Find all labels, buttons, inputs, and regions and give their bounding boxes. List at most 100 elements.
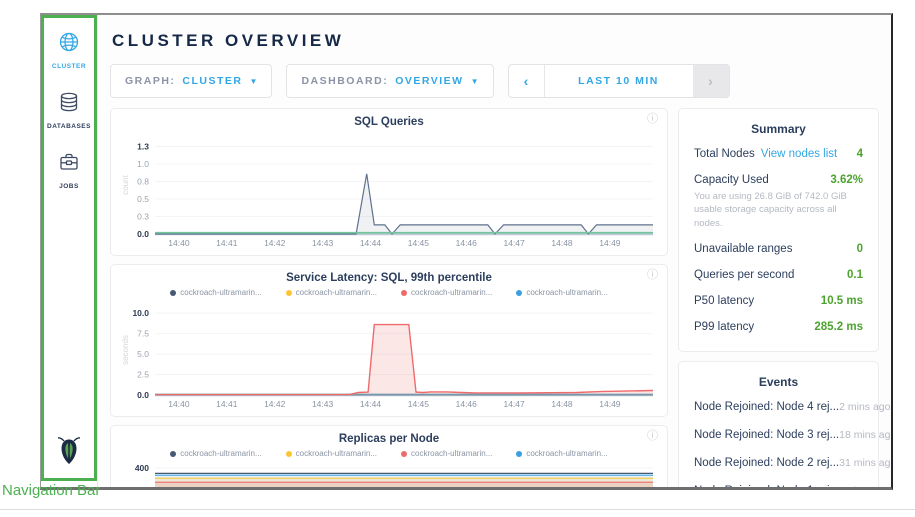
legend-label: cockroach-ultramarin... — [180, 449, 261, 458]
svg-text:14:43: 14:43 — [312, 399, 334, 409]
time-prev-button[interactable]: ‹ — [509, 65, 545, 97]
legend-dot — [516, 290, 522, 296]
summary-row-capacity: Capacity Used 3.62% — [694, 174, 863, 186]
summary-row: P99 latency 285.2 ms — [694, 321, 863, 333]
legend-dot — [401, 290, 407, 296]
time-range-label[interactable]: LAST 10 MIN — [545, 65, 693, 97]
svg-text:10.0: 10.0 — [132, 308, 149, 318]
chart-title: Service Latency: SQL, 99th percentile — [119, 272, 659, 284]
legend-item[interactable]: cockroach-ultramarin... — [516, 449, 607, 458]
info-icon[interactable]: ⓘ — [647, 431, 658, 442]
sidebar-item-databases[interactable]: DATABASES — [47, 91, 91, 130]
svg-text:seconds: seconds — [121, 335, 130, 365]
legend-item[interactable]: cockroach-ultramarin... — [170, 288, 261, 297]
legend-dot — [170, 451, 176, 457]
sql-queries-chart[interactable]: 0.00.30.50.81.01.314:4014:4114:4214:4314… — [119, 128, 659, 250]
page-divider — [0, 509, 915, 510]
service-latency-chart[interactable]: 0.02.55.07.510.014:4014:4114:4214:4314:4… — [119, 297, 659, 411]
svg-text:5.0: 5.0 — [137, 349, 149, 359]
replicas-per-node-chart[interactable]: 40014:4014:4114:4214:4314:4414:4514:4614… — [119, 458, 659, 490]
svg-text:14:41: 14:41 — [216, 238, 238, 248]
sidebar-item-label: JOBS — [59, 183, 79, 190]
svg-text:0.8: 0.8 — [137, 177, 149, 187]
event-text: Node Rejoined: Node 2 rej... — [694, 457, 839, 469]
replicas-per-node-card: Replicas per Node ⓘ cockroach-ultramarin… — [110, 425, 668, 490]
chart-legend: cockroach-ultramarin... cockroach-ultrama… — [119, 288, 659, 297]
legend-dot — [170, 290, 176, 296]
summary-value: 4 — [857, 148, 863, 160]
events-panel: Events Node Rejoined: Node 4 rej... 2 mi… — [678, 361, 879, 490]
svg-text:0.0: 0.0 — [137, 229, 149, 239]
legend-label: cockroach-ultramarin... — [526, 288, 607, 297]
chevron-down-icon: ▼ — [250, 77, 258, 86]
summary-row: P50 latency 10.5 ms — [694, 295, 863, 307]
database-icon — [58, 91, 80, 118]
legend-item[interactable]: cockroach-ultramarin... — [401, 288, 492, 297]
svg-text:0.5: 0.5 — [137, 194, 149, 204]
svg-text:7.5: 7.5 — [137, 329, 149, 339]
summary-title: Summary — [694, 122, 863, 136]
event-time: an hour ago — [839, 485, 893, 490]
view-nodes-list-link[interactable]: View nodes list — [761, 148, 838, 160]
legend-dot — [516, 451, 522, 457]
summary-label: Total Nodes — [694, 148, 755, 160]
chart-legend: cockroach-ultramarin... cockroach-ultrama… — [119, 449, 659, 458]
event-row: Node Rejoined: Node 3 rej... 18 mins ago — [694, 429, 863, 441]
main-content: CLUSTER OVERVIEW GRAPH: CLUSTER ▼ DASHBO… — [97, 15, 891, 487]
service-latency-card: Service Latency: SQL, 99th percentile ⓘ … — [110, 264, 668, 417]
info-icon[interactable]: ⓘ — [647, 114, 658, 125]
svg-text:14:46: 14:46 — [456, 238, 478, 248]
svg-text:400: 400 — [135, 463, 149, 473]
legend-dot — [286, 290, 292, 296]
info-icon[interactable]: ⓘ — [647, 270, 658, 281]
legend-label: cockroach-ultramarin... — [296, 449, 377, 458]
page: CLUSTER DATABASES — [0, 0, 915, 517]
legend-item[interactable]: cockroach-ultramarin... — [170, 449, 261, 458]
svg-text:14:48: 14:48 — [551, 399, 573, 409]
svg-text:14:45: 14:45 — [408, 238, 430, 248]
summary-value: 10.5 ms — [821, 295, 863, 307]
dashboard-dropdown[interactable]: DASHBOARD: OVERVIEW ▼ — [286, 64, 493, 98]
charts-column: SQL Queries ⓘ 0.00.30.50.81.01.314:4014:… — [110, 108, 668, 487]
event-text: Node Rejoined: Node 3 rej... — [694, 429, 839, 441]
sidebar-item-jobs[interactable]: JOBS — [58, 151, 80, 190]
legend-item[interactable]: cockroach-ultramarin... — [286, 288, 377, 297]
summary-value: 285.2 ms — [814, 321, 863, 333]
svg-text:14:44: 14:44 — [360, 238, 382, 248]
page-title: CLUSTER OVERVIEW — [112, 31, 879, 51]
svg-text:count: count — [121, 174, 130, 194]
legend-dot — [401, 451, 407, 457]
svg-text:14:48: 14:48 — [551, 238, 573, 248]
summary-label: P50 latency — [694, 295, 754, 307]
dashboard-dropdown-label: DASHBOARD: — [301, 75, 388, 87]
svg-text:2.5: 2.5 — [137, 370, 149, 380]
event-text: Node Rejoined: Node 1 rej... — [694, 485, 839, 490]
legend-label: cockroach-ultramarin... — [180, 288, 261, 297]
briefcase-icon — [58, 151, 80, 178]
time-next-button[interactable]: › — [693, 65, 729, 97]
graph-dropdown[interactable]: GRAPH: CLUSTER ▼ — [110, 64, 272, 98]
legend-label: cockroach-ultramarin... — [526, 449, 607, 458]
svg-text:1.0: 1.0 — [137, 159, 149, 169]
svg-text:14:47: 14:47 — [503, 399, 525, 409]
svg-text:14:46: 14:46 — [456, 399, 478, 409]
event-row: Node Rejoined: Node 4 rej... 2 mins ago — [694, 401, 863, 413]
cockroachdb-logo[interactable] — [56, 435, 82, 470]
chevron-down-icon: ▼ — [471, 77, 479, 86]
svg-text:14:47: 14:47 — [503, 238, 525, 248]
svg-text:14:42: 14:42 — [264, 238, 286, 248]
svg-text:1.3: 1.3 — [137, 142, 149, 152]
svg-text:0.0: 0.0 — [137, 390, 149, 400]
time-range-selector: ‹ LAST 10 MIN › — [508, 64, 730, 98]
sidebar-item-cluster[interactable]: CLUSTER — [52, 31, 86, 70]
legend-item[interactable]: cockroach-ultramarin... — [401, 449, 492, 458]
svg-text:14:40: 14:40 — [168, 399, 190, 409]
dashboard-dropdown-value: OVERVIEW — [395, 75, 463, 87]
legend-label: cockroach-ultramarin... — [411, 449, 492, 458]
dashboard-body: SQL Queries ⓘ 0.00.30.50.81.01.314:4014:… — [110, 108, 879, 487]
legend-item[interactable]: cockroach-ultramarin... — [286, 449, 377, 458]
event-time: 18 mins ago — [839, 429, 893, 441]
graph-dropdown-value: CLUSTER — [182, 75, 242, 87]
legend-item[interactable]: cockroach-ultramarin... — [516, 288, 607, 297]
summary-row: Unavailable ranges 0 — [694, 243, 863, 255]
